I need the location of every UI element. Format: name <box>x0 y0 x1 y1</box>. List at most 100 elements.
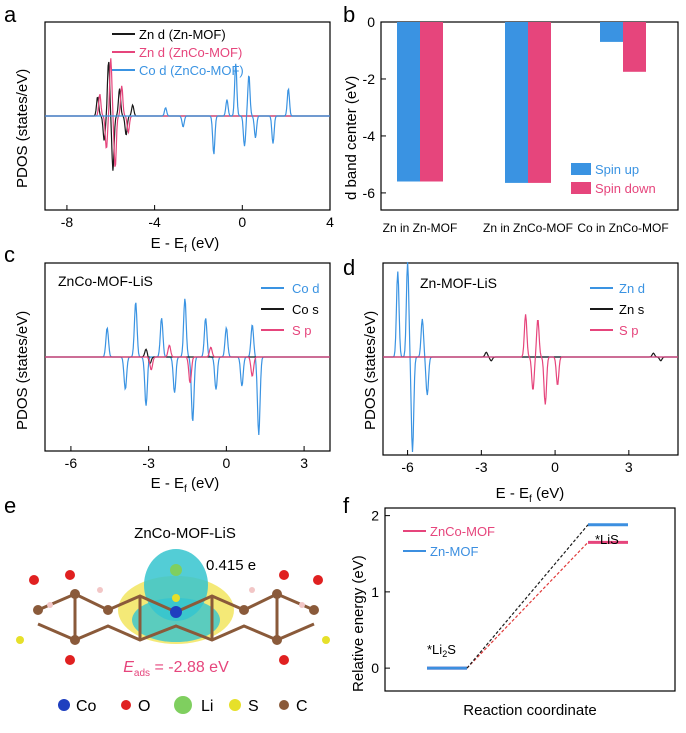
legend-text-b0: Spin up <box>595 162 639 177</box>
legend-f: ZnCo-MOF Zn-MOF <box>403 524 495 559</box>
panel-label-c: c <box>4 242 15 267</box>
legend-text-b1: Spin down <box>595 181 656 196</box>
energy-levels-f <box>427 523 628 670</box>
xtick-label: -8 <box>61 214 74 230</box>
atom-c <box>272 635 282 645</box>
xtick-label: -3 <box>475 459 488 475</box>
atom-s <box>16 636 24 644</box>
panel-e: e ZnCo-MOF-LiS <box>4 493 330 715</box>
ylabel-a: PDOS (states/eV) <box>14 69 31 188</box>
xticks-c: -6 -3 0 3 <box>65 446 308 471</box>
legend-text-f0: ZnCo-MOF <box>430 524 495 539</box>
atom-h <box>47 602 53 608</box>
xticks-d: -6 -3 0 3 <box>401 450 633 475</box>
categories-b: Zn in Zn-MOF Zn in ZnCo-MOF Co in ZnCo-MOF <box>383 221 669 235</box>
xtick-label: 0 <box>551 459 559 475</box>
xticks-a: -8 -4 0 4 <box>61 205 334 230</box>
atom-legend-li: Li <box>201 698 213 715</box>
atom-o <box>313 575 323 585</box>
atom-legend-s-dot <box>229 699 241 711</box>
yticks-f: 0 1 2 <box>371 508 390 676</box>
legend-text-d1: Zn s <box>619 302 645 317</box>
atom-legend-s: S <box>248 698 259 715</box>
energy-connector <box>466 524 589 669</box>
bars-b <box>397 22 646 183</box>
atom-legend-c-dot <box>279 700 289 710</box>
annotation-lis: *LiS <box>595 532 619 547</box>
legend-text-c1: Co s <box>292 302 319 317</box>
ytick-label: 2 <box>371 508 379 524</box>
curves-d <box>383 261 678 453</box>
atom-co <box>170 606 182 618</box>
panel-label-d: d <box>343 255 355 280</box>
ylabel-d: PDOS (states/eV) <box>362 311 379 430</box>
atom-legend-o: O <box>138 698 150 715</box>
plot-frame-f <box>384 507 676 692</box>
ytick-label: 1 <box>371 584 379 600</box>
dos-curve-1 <box>45 298 330 436</box>
curves-a <box>45 58 330 171</box>
bar-spin-up <box>397 22 420 182</box>
atom-c <box>70 589 80 599</box>
atom-o <box>29 575 39 585</box>
atom-c <box>239 605 249 615</box>
legend-c: Co d Co s S p <box>261 281 319 338</box>
xlabel-d: E - Ef (eV) <box>496 485 565 505</box>
bar-spin-up <box>600 22 623 42</box>
legend-d: Zn d Zn s S p <box>590 281 645 338</box>
panel-f: f 0 1 2 Relative energy (eV) Reaction coor… <box>343 493 676 719</box>
atom-o <box>65 655 75 665</box>
panel-a: a -8 -4 0 4 PDOS (states/eV) E - Ef (eV) Zn… <box>4 2 334 255</box>
ylabel-f: Relative energy (eV) <box>350 555 367 692</box>
xtick-label: -4 <box>148 214 161 230</box>
title-d: Zn-MOF-LiS <box>420 275 497 291</box>
legend-b: Spin up Spin down <box>571 162 656 196</box>
dos-curve-3 <box>383 314 678 405</box>
legend-text-d2: S p <box>619 323 639 338</box>
xtick-label: 0 <box>222 455 230 471</box>
atom-h <box>299 602 305 608</box>
category-label: Zn in ZnCo-MOF <box>483 221 573 235</box>
atom-c <box>103 605 113 615</box>
molecule-structure <box>16 549 330 665</box>
energy-connector <box>466 541 589 669</box>
legend-text-c0: Co d <box>292 281 319 296</box>
xtick-label: 3 <box>300 455 308 471</box>
atom-li <box>170 564 182 576</box>
panel-label-b: b <box>343 2 355 27</box>
legend-a: Zn d (Zn-MOF) Zn d (ZnCo-MOF) Co d (ZnCo… <box>112 27 244 78</box>
dos-curve-3 <box>45 63 330 155</box>
annotation-li2s: *Li2S <box>427 642 456 659</box>
atom-o <box>65 570 75 580</box>
legend-text-c2: S p <box>292 323 312 338</box>
atom-s <box>322 636 330 644</box>
bar-spin-down <box>420 22 443 182</box>
atom-c <box>272 589 282 599</box>
atom-s <box>172 594 180 602</box>
ytick-label: -6 <box>363 185 376 201</box>
atom-legend-o-dot <box>121 700 131 710</box>
atom-h <box>97 587 103 593</box>
atom-legend-co: Co <box>76 698 97 715</box>
bar-spin-up <box>505 22 528 183</box>
yticks-b: 0 -2 -4 -6 <box>363 14 386 201</box>
xtick-label: -6 <box>65 455 78 471</box>
charge-density-cyan-lower <box>132 598 220 642</box>
atom-legend: Co O Li S C <box>58 696 308 715</box>
xlabel-f: Reaction coordinate <box>463 702 596 719</box>
category-label: Zn in Zn-MOF <box>383 221 458 235</box>
xtick-label: -6 <box>401 459 414 475</box>
atom-c <box>309 605 319 615</box>
plot-frame-d <box>382 262 679 456</box>
panel-label-e: e <box>4 493 16 518</box>
legend-swatch-b0 <box>571 163 591 175</box>
legend-text-d0: Zn d <box>619 281 645 296</box>
atom-c <box>33 605 43 615</box>
atom-legend-co-dot <box>58 699 70 711</box>
atom-h <box>249 587 255 593</box>
ytick-label: -4 <box>363 128 376 144</box>
panel-c: c -6 -3 0 3 ZnCo-MOF-LiS PDOS (states/eV) E… <box>4 242 331 495</box>
legend-text-a0: Zn d (Zn-MOF) <box>139 27 226 42</box>
